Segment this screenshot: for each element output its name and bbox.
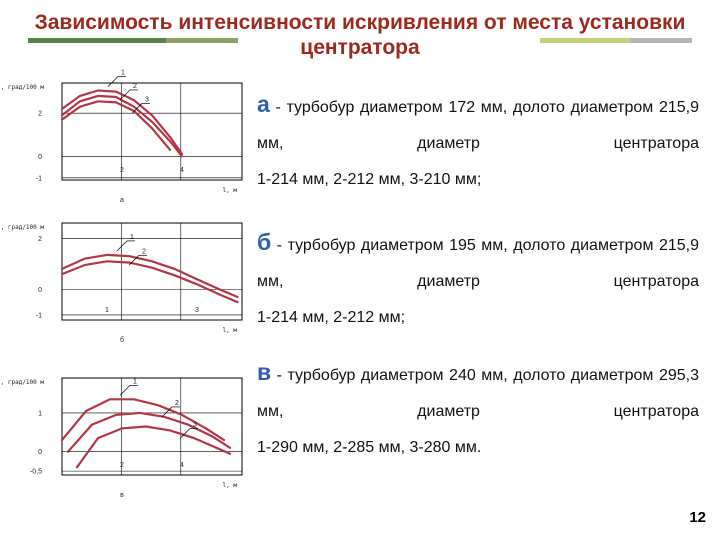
description-c: в - турбобур диаметром 240 мм, долото ди…	[257, 354, 699, 466]
series-label: 1	[133, 378, 137, 385]
decor-bar	[540, 38, 630, 43]
series-label: 2	[133, 83, 137, 90]
description-text: - турбобур диаметром 240 мм, долото диам…	[257, 367, 699, 420]
description-letter: б	[257, 229, 272, 255]
y-tick-label: 0	[38, 287, 42, 294]
y-tick-label: 0	[38, 154, 42, 161]
series-line	[60, 94, 184, 158]
decor-bar	[630, 38, 692, 43]
plot-frame	[61, 377, 243, 476]
description-text: - турбобур диаметром 172 мм, долото диам…	[257, 99, 700, 152]
description-last-line: 1-214 мм, 2-212 мм;	[257, 309, 406, 326]
x-tick-label: 2	[120, 167, 124, 174]
x-axis-label: l, м	[223, 187, 238, 194]
series-line	[60, 253, 239, 299]
y-tick-label: 2	[38, 236, 42, 243]
series-label: 3	[145, 96, 149, 103]
y-tick-label: 2	[38, 111, 42, 118]
y-tick-label: -1	[36, 175, 42, 182]
slide-title: Зависимость интенсивности искривления от…	[34, 11, 686, 59]
series-leader	[131, 103, 143, 114]
plot-frame	[61, 222, 243, 321]
series-leader	[179, 428, 191, 439]
series-label: 1	[130, 234, 134, 241]
x-axis-label: l, м	[223, 327, 238, 334]
series-leader	[128, 255, 140, 266]
description-letter: а	[257, 91, 270, 117]
series-label: 2	[142, 248, 146, 255]
y-axis-label: i, град/100 м	[2, 84, 44, 91]
y-tick-label: 1	[38, 410, 42, 417]
description-a: а - турбобур диаметром 172 мм, долото ди…	[257, 86, 699, 198]
series-leader	[107, 76, 119, 87]
series-leader	[161, 406, 173, 418]
series-line	[60, 100, 172, 151]
y-tick-label: -0,5	[30, 469, 42, 476]
page-number: 12	[689, 509, 706, 526]
description-b: б - турбобур диаметром 195 мм, долото ди…	[257, 224, 699, 336]
series-line	[60, 398, 226, 442]
series-leader	[119, 385, 131, 396]
description-text: - турбобур диаметром 195 мм, долото диам…	[257, 237, 699, 290]
decor-bar	[166, 38, 238, 43]
y-tick-label: -1	[36, 312, 42, 319]
series-label: 1	[121, 70, 125, 77]
x-tick-label: 1	[105, 307, 109, 314]
chart-b: 2 0 -1 i, град/100 м 1 3 l, м б 1 2	[2, 205, 252, 345]
series-line	[60, 89, 184, 156]
description-last-line: 1-290 мм, 2-285 мм, 3-280 мм.	[257, 439, 482, 456]
description-last-line: 1-214 мм, 2-212 мм, 3-210 мм;	[257, 171, 482, 188]
series-line	[75, 425, 232, 469]
chart-a: 2 0 -1 i, град/100 м 2 4 l, м а 1 2 3	[2, 65, 252, 205]
x-tick-label: 4	[180, 462, 184, 469]
panel-label: а	[120, 197, 124, 204]
x-tick-label: 2	[120, 462, 124, 469]
chart-svg: 2 0 -1 i, град/100 м 2 4 l, м а 1 2 3	[2, 70, 243, 204]
y-axis-label: i, град/100 м	[2, 379, 44, 386]
chart-svg: 1 0 -0,5 i, град/100 м 2 4 l, м в 1 2 3	[2, 377, 243, 499]
panel-label: в	[120, 492, 124, 499]
series-line	[66, 411, 232, 453]
series-label: 2	[175, 400, 179, 407]
y-tick-label: 0	[38, 449, 42, 456]
x-tick-label: 4	[180, 167, 184, 174]
y-axis-label: i, град/100 м	[2, 224, 44, 231]
series-label: 3	[193, 422, 197, 429]
series-leader	[116, 240, 128, 252]
x-tick-label: 3	[195, 307, 199, 314]
panel-label: б	[120, 336, 124, 344]
x-axis-label: l, м	[223, 482, 238, 489]
description-letter: в	[257, 359, 272, 385]
decor-bar	[28, 38, 166, 43]
plot-frame	[61, 82, 243, 181]
series-line	[60, 260, 239, 304]
series-leader	[119, 89, 131, 101]
chart-svg: 2 0 -1 i, град/100 м 1 3 l, м б 1 2	[2, 222, 243, 344]
chart-c: 1 0 -0,5 i, град/100 м 2 4 l, м в 1 2 3	[2, 360, 252, 500]
